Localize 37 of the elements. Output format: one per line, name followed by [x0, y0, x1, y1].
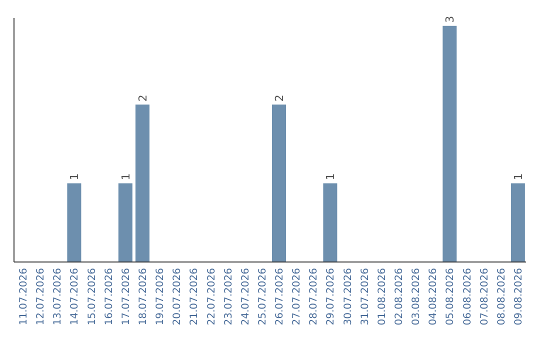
data-label: 1 [68, 173, 82, 180]
x-tick-label: 23.07.2026 [223, 268, 234, 326]
x-tick-label: 29.07.2026 [326, 268, 337, 326]
x-tick-label: 05.08.2026 [445, 268, 456, 326]
x-tick-label: 12.07.2026 [36, 268, 47, 326]
x-tick-label: 14.07.2026 [70, 268, 81, 326]
x-tick-label: 21.07.2026 [189, 268, 200, 326]
data-label: 3 [444, 16, 457, 23]
x-tick-label: 26.07.2026 [274, 268, 286, 326]
x-tick-label: 24.07.2026 [240, 268, 252, 326]
data-label: 1 [119, 173, 132, 180]
x-tick-label: 03.08.2026 [411, 268, 422, 326]
x-tick-label: 19.07.2026 [155, 268, 166, 326]
data-label: 1 [512, 173, 525, 180]
x-tick-label: 20.07.2026 [172, 268, 184, 326]
x-tick-label: 13.07.2026 [52, 268, 64, 326]
x-tick-label: 31.07.2026 [360, 268, 371, 326]
data-label: 2 [136, 94, 150, 102]
x-tick-label: 17.07.2026 [120, 268, 132, 326]
x-tick-label: 09.08.2026 [513, 268, 524, 326]
data-label: 1 [324, 173, 338, 180]
x-tick-label: 04.08.2026 [428, 268, 440, 326]
x-tick-label: 11.07.2026 [18, 268, 30, 326]
x-tick-label: 27.07.2026 [292, 268, 303, 326]
x-tick-label: 25.07.2026 [257, 268, 268, 326]
x-tick-label: 30.07.2026 [342, 268, 354, 326]
x-tick-label: 28.07.2026 [308, 268, 320, 326]
x-tick-label: 01.08.2026 [376, 268, 388, 326]
x-tick-label: 07.08.2026 [479, 268, 490, 326]
x-tick-label: 15.07.2026 [86, 268, 98, 326]
x-tick-label: 08.08.2026 [496, 268, 508, 326]
x-tick-label: 06.08.2026 [462, 268, 474, 326]
x-tick-label: 18.07.2026 [138, 268, 149, 326]
x-tick-label: 16.07.2026 [104, 268, 115, 326]
data-label: 2 [273, 94, 286, 102]
x-tick-label: 22.07.2026 [206, 268, 218, 326]
x-tick-label: 02.08.2026 [394, 268, 405, 326]
